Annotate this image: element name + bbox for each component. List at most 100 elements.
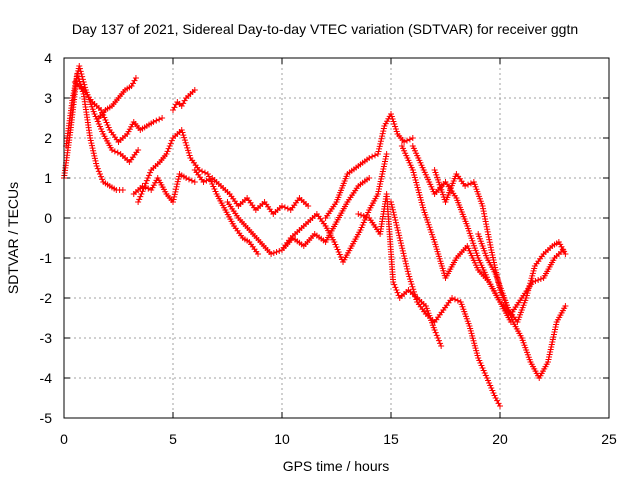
data-point-marker xyxy=(200,179,207,185)
data-point-marker xyxy=(366,175,373,181)
trace-marker-fill xyxy=(442,297,454,311)
y-tick-label: -3 xyxy=(40,330,53,346)
trace-marker-fill xyxy=(292,236,305,248)
chart-title: Day 137 of 2021, Sidereal Day-to-day VTE… xyxy=(72,21,578,37)
trace-marker-fill xyxy=(375,125,387,155)
trace-marker-fill xyxy=(432,241,448,279)
x-axis-label: GPS time / hours xyxy=(283,458,390,474)
trace-marker-fill xyxy=(108,129,120,143)
series-track-6 xyxy=(135,127,262,257)
trace-marker-fill xyxy=(130,77,138,87)
series-track-10 xyxy=(279,151,390,265)
trace-marker-fill xyxy=(421,209,437,243)
y-axis-label: SDTVAR / TECUs xyxy=(5,182,21,294)
trace-marker-fill xyxy=(432,329,444,347)
trace-marker-fill xyxy=(185,176,195,184)
y-tick-label: -5 xyxy=(40,410,53,426)
trace-marker-fill xyxy=(178,172,187,180)
trace-marker-fill xyxy=(519,337,533,363)
trace-marker-fill xyxy=(302,233,316,247)
trace-marker-fill xyxy=(476,257,492,283)
trace-marker-fill xyxy=(241,236,251,244)
trace-marker-fill xyxy=(128,149,140,163)
data-point-marker xyxy=(163,151,170,157)
trace-marker-fill xyxy=(476,233,490,259)
trace-marker-fill xyxy=(164,137,175,155)
trace-marker-fill xyxy=(228,193,240,207)
data-point-marker xyxy=(76,63,83,69)
series-track-5 xyxy=(130,171,198,205)
series-layer xyxy=(61,63,569,409)
trace-marker-fill xyxy=(203,176,213,184)
trace-marker-fill xyxy=(334,173,350,203)
trace-marker-fill xyxy=(375,153,390,195)
trace-marker-fill xyxy=(391,281,402,299)
x-tick-label: 15 xyxy=(383,431,399,447)
trace-marker-fill xyxy=(388,201,403,239)
trace-marker-fill xyxy=(454,197,470,227)
trace-marker-fill xyxy=(415,301,428,315)
plot-frame xyxy=(63,57,610,419)
data-point-marker xyxy=(135,199,142,205)
trace-marker-fill xyxy=(553,249,565,259)
data-point-marker xyxy=(396,235,403,241)
data-point-marker xyxy=(409,135,416,141)
trace-marker-fill xyxy=(139,124,148,132)
trace-marker-fill xyxy=(82,89,94,103)
trace-marker-fill xyxy=(455,173,467,187)
trace-marker-fill xyxy=(153,116,163,124)
series-trace xyxy=(172,89,196,111)
trace-marker-fill xyxy=(493,273,507,299)
trace-marker-fill xyxy=(403,136,413,144)
data-point-marker xyxy=(438,343,445,349)
trace-marker-fill xyxy=(346,164,360,176)
trace-marker-fill xyxy=(533,253,545,267)
trace-marker-fill xyxy=(357,156,371,168)
trace-marker-fill xyxy=(421,169,437,195)
trace-marker-fill xyxy=(237,197,248,207)
y-tick-label: -4 xyxy=(40,370,53,386)
trace-marker-fill xyxy=(410,145,426,171)
data-point-marker xyxy=(159,115,166,121)
trace-marker-fill xyxy=(541,257,557,279)
data-point-marker xyxy=(479,203,486,209)
data-point-marker xyxy=(170,107,176,113)
trace-marker-fill xyxy=(81,93,93,139)
trace-marker-fill xyxy=(179,129,193,159)
trace-marker-fill xyxy=(471,181,485,207)
series-trace xyxy=(358,193,442,347)
data-point-marker xyxy=(183,175,190,181)
data-point-marker xyxy=(119,187,126,193)
trace-marker-fill xyxy=(189,157,201,171)
trace-marker-fill xyxy=(383,193,396,283)
trace-marker-fill xyxy=(259,241,273,255)
trace-marker-fill xyxy=(193,169,205,183)
trace-marker-fill xyxy=(515,297,529,323)
data-point-marker xyxy=(355,211,362,217)
trace-marker-fill xyxy=(248,241,260,255)
y-tick-label: 4 xyxy=(44,50,52,66)
series-track-4 xyxy=(95,75,139,121)
x-tick-label: 5 xyxy=(169,431,177,447)
trace-marker-fill xyxy=(132,121,142,131)
data-point-marker xyxy=(108,147,115,153)
trace-marker-fill xyxy=(111,148,121,156)
data-point-marker xyxy=(279,203,285,209)
trace-marker-fill xyxy=(226,201,240,219)
series-track-17 xyxy=(475,231,569,381)
grid xyxy=(64,58,609,418)
trace-marker-fill xyxy=(91,101,102,111)
x-tick-label: 10 xyxy=(274,431,290,447)
trace-marker-fill xyxy=(272,205,283,215)
x-tick-label: 20 xyxy=(492,431,508,447)
trace-marker-fill xyxy=(494,397,502,407)
trace-marker-fill xyxy=(132,185,144,195)
trace-marker-fill xyxy=(557,241,568,255)
trace-marker-fill xyxy=(97,109,107,119)
trace-marker-fill xyxy=(465,180,474,188)
trace-marker-fill xyxy=(270,248,283,256)
series-track-7 xyxy=(170,87,198,113)
trace-marker-fill xyxy=(199,168,208,176)
trace-marker-fill xyxy=(76,65,89,91)
